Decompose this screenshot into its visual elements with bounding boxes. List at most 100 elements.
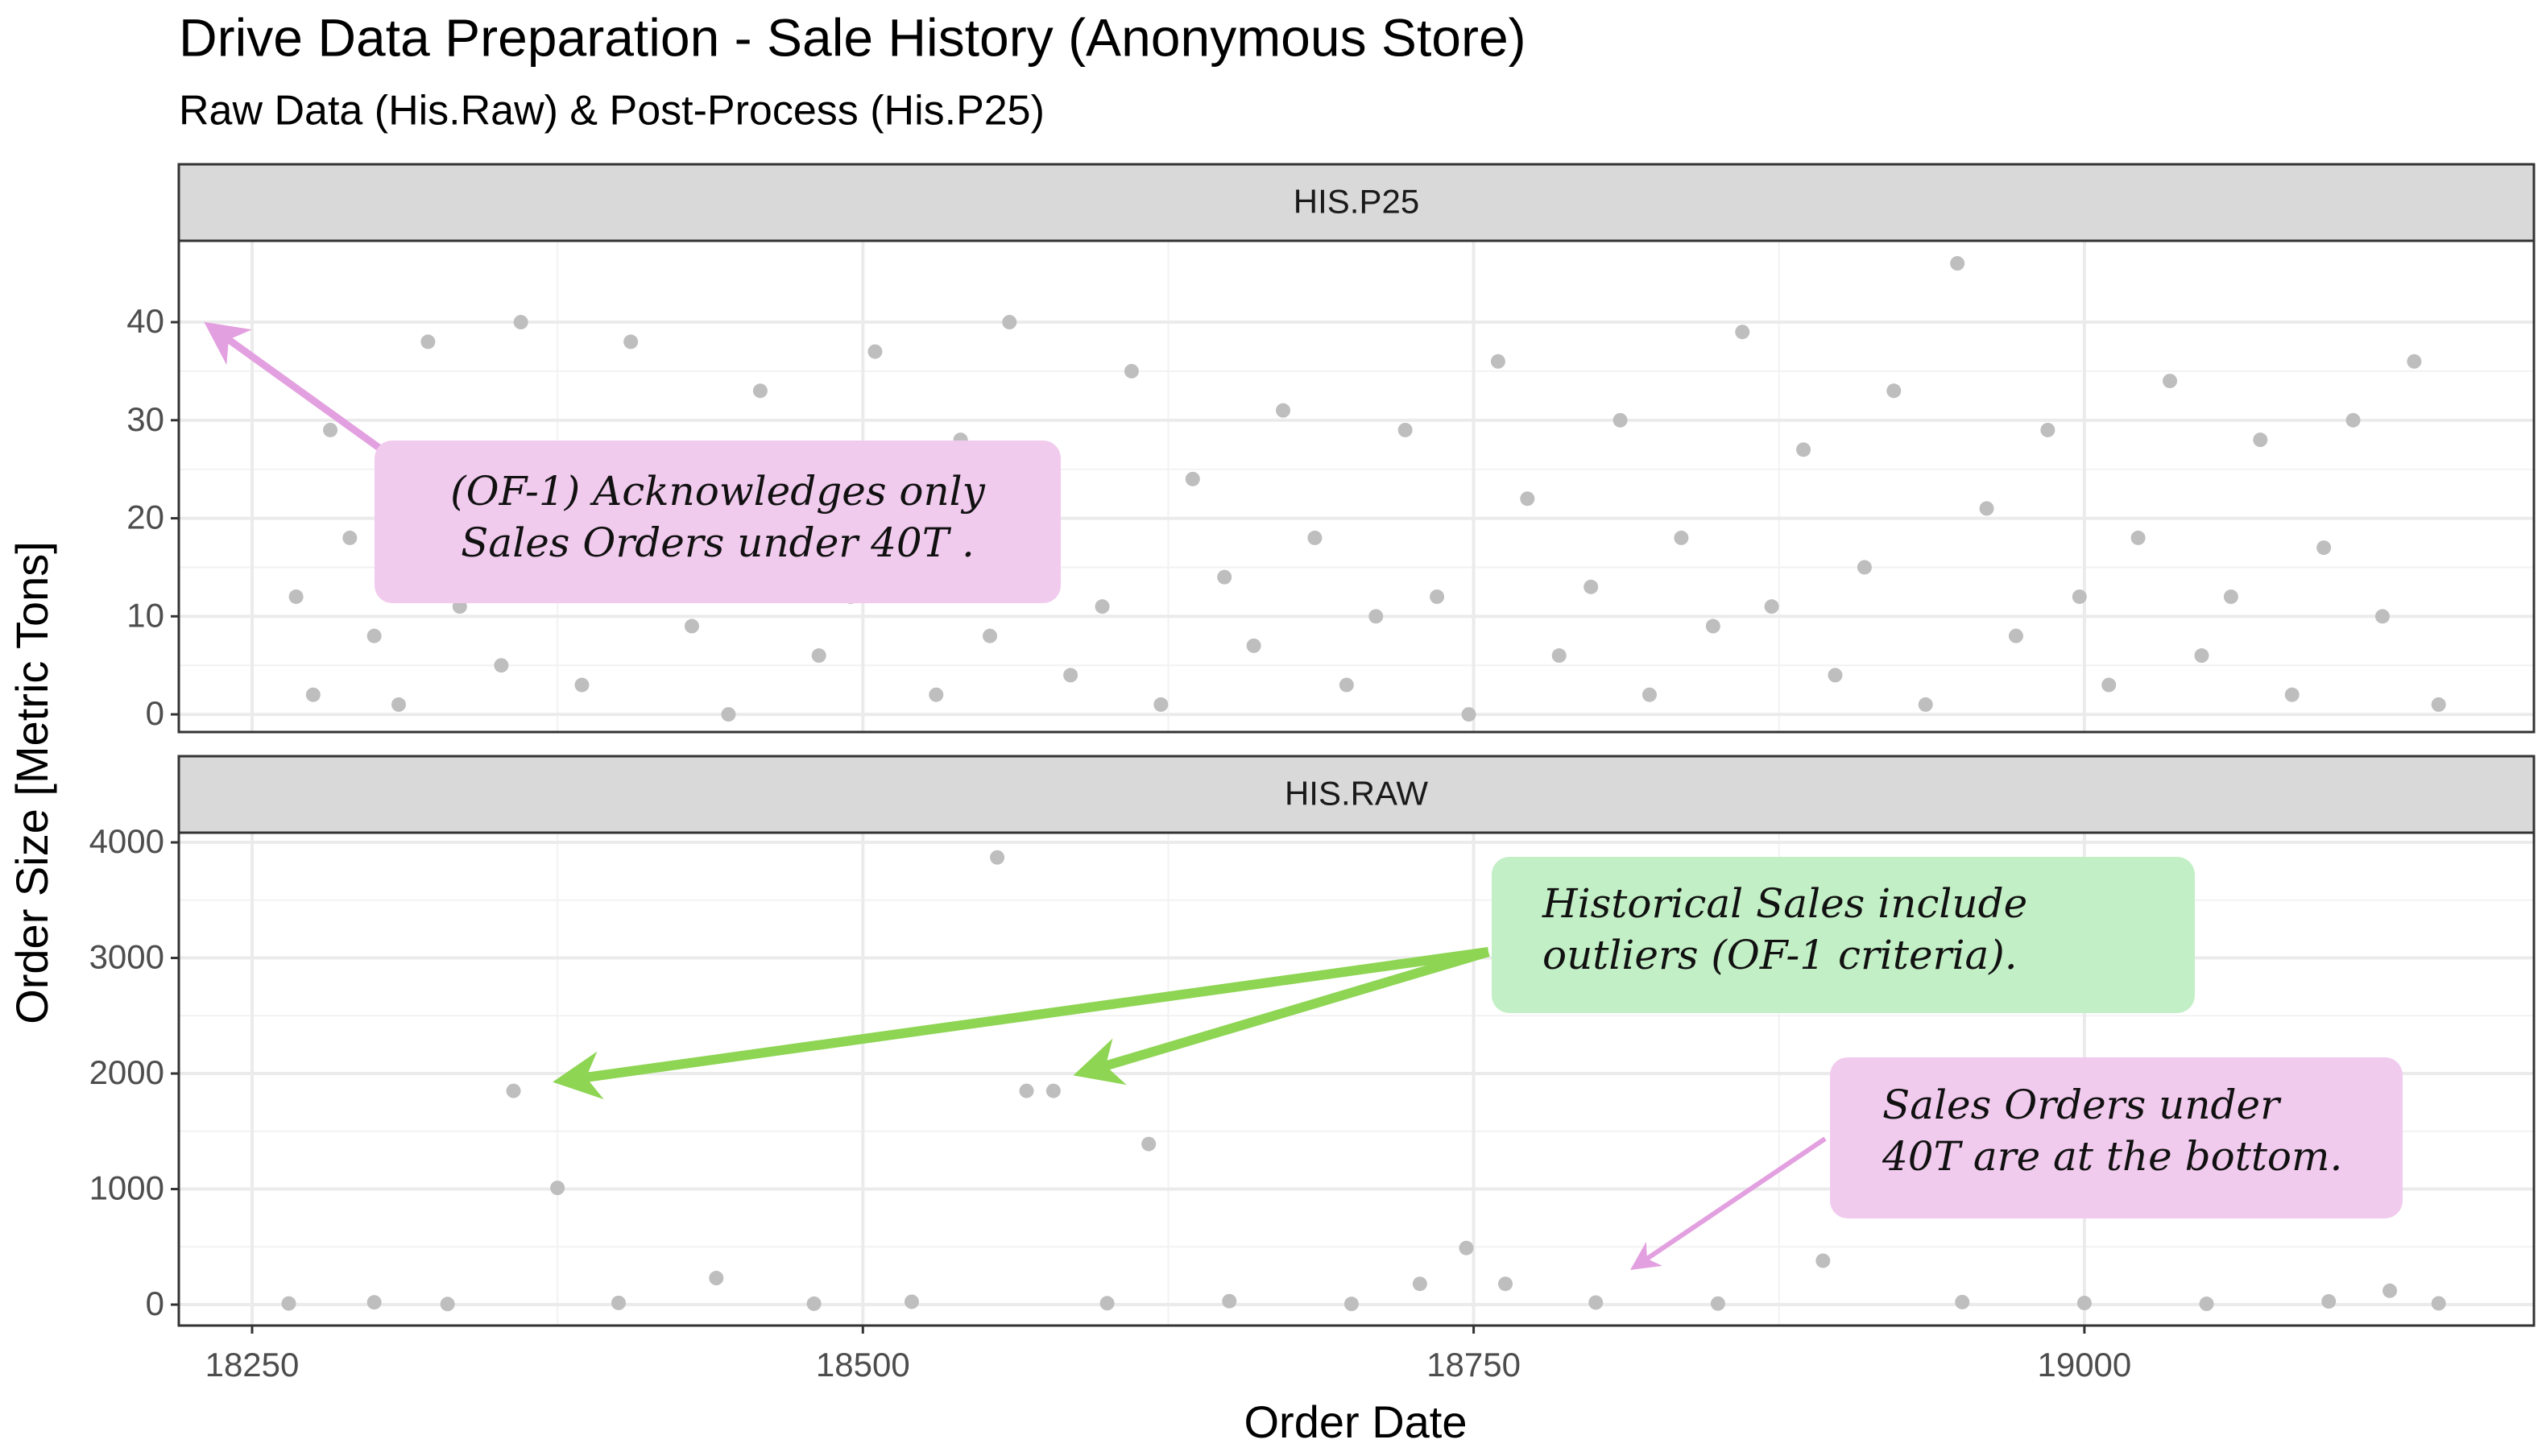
- point: [2072, 589, 2087, 604]
- point: [1583, 579, 1599, 594]
- annotation-arrow: [1073, 947, 1490, 1086]
- chart-subtitle: Raw Data (His.Raw) & Post-Process (His.P…: [179, 88, 1045, 134]
- point: [1141, 1136, 1157, 1152]
- point: [1886, 383, 1902, 399]
- point: [305, 687, 321, 702]
- point: [288, 589, 304, 604]
- point: [1002, 315, 1017, 330]
- point: [1705, 618, 1720, 634]
- point: [440, 1297, 455, 1312]
- point: [1412, 1276, 1427, 1292]
- point: [2345, 412, 2361, 428]
- point: [1796, 442, 1811, 457]
- annotation-text: Sales Orders under 40T .: [461, 519, 975, 566]
- point: [323, 422, 338, 437]
- y-tick-label: 4000: [89, 822, 164, 860]
- point: [1710, 1296, 1725, 1311]
- point: [1153, 697, 1169, 712]
- point: [806, 1296, 822, 1311]
- point: [2321, 1294, 2337, 1309]
- point: [494, 658, 509, 673]
- annotation-box: [1830, 1057, 2403, 1218]
- point: [1918, 697, 1933, 712]
- chart-title: Drive Data Preparation - Sale History (A…: [179, 7, 1526, 67]
- point: [2431, 1296, 2446, 1311]
- annotation-box: [1492, 857, 2195, 1013]
- series: [288, 256, 2446, 722]
- point: [2316, 540, 2332, 556]
- point: [550, 1181, 565, 1196]
- annotation-arrow: [1630, 1136, 1827, 1271]
- point: [1857, 560, 1872, 575]
- point: [623, 334, 639, 350]
- point: [983, 628, 998, 643]
- point: [929, 687, 944, 702]
- annotation-arrow: [553, 947, 1489, 1100]
- facet-strip-label: HIS.RAW: [1285, 775, 1428, 813]
- point: [721, 707, 736, 722]
- point: [366, 628, 382, 643]
- point: [1520, 491, 1535, 507]
- point: [2284, 687, 2300, 702]
- point: [366, 1295, 382, 1310]
- y-tick-label: 20: [126, 498, 164, 536]
- y-tick-label: 40: [126, 302, 164, 340]
- annotation-text: 40T are at the bottom.: [1882, 1133, 2342, 1180]
- point: [1764, 599, 1779, 614]
- point: [1343, 1297, 1359, 1312]
- point: [990, 850, 1005, 865]
- y-tick-label: 0: [146, 1284, 164, 1322]
- point: [2253, 432, 2268, 448]
- annotation-arrow: [204, 321, 388, 456]
- facet-strip: [177, 163, 2536, 242]
- point: [867, 344, 883, 359]
- point: [752, 383, 768, 399]
- point: [420, 334, 436, 350]
- point: [904, 1294, 919, 1309]
- point: [2374, 609, 2390, 624]
- point: [2008, 628, 2023, 643]
- point: [1641, 687, 1657, 702]
- annotation-text: Historical Sales include: [1542, 880, 2027, 927]
- point: [1307, 530, 1323, 545]
- point: [1019, 1083, 1034, 1098]
- y-tick-label: 1000: [89, 1169, 164, 1207]
- point: [611, 1295, 626, 1310]
- point: [1828, 668, 1843, 683]
- y-axis-label: Order Size [Metric Tons]: [6, 541, 57, 1024]
- point: [2040, 422, 2055, 437]
- point: [1955, 1294, 1970, 1309]
- point: [1095, 599, 1110, 614]
- point: [2076, 1296, 2092, 1311]
- x-axis-label: Order Date: [1244, 1396, 1468, 1447]
- point: [2223, 589, 2238, 604]
- point: [506, 1083, 521, 1098]
- point: [2199, 1297, 2214, 1312]
- point: [2163, 374, 2178, 389]
- y-tick-label: 0: [146, 694, 164, 732]
- point: [1461, 707, 1476, 722]
- point: [709, 1271, 724, 1286]
- point: [391, 697, 406, 712]
- point: [2382, 1283, 2398, 1298]
- point: [1735, 325, 1750, 340]
- x-tick-label: 18500: [816, 1346, 910, 1384]
- y-tick-label: 10: [126, 596, 164, 634]
- point: [2431, 697, 2446, 712]
- x-tick-label: 18250: [205, 1346, 300, 1384]
- y-tick-label: 3000: [89, 938, 164, 976]
- point: [2407, 354, 2422, 369]
- point: [1815, 1253, 1831, 1268]
- y-tick-label: 2000: [89, 1053, 164, 1091]
- point: [1045, 1083, 1061, 1098]
- point: [1498, 1276, 1513, 1292]
- point: [1217, 569, 1232, 585]
- point: [1185, 471, 1200, 486]
- point: [2130, 530, 2146, 545]
- point: [1368, 609, 1384, 624]
- point: [1459, 1240, 1474, 1255]
- point: [1339, 677, 1354, 693]
- point: [1099, 1296, 1115, 1311]
- point: [1979, 501, 1994, 516]
- facet-strip: [177, 755, 2536, 834]
